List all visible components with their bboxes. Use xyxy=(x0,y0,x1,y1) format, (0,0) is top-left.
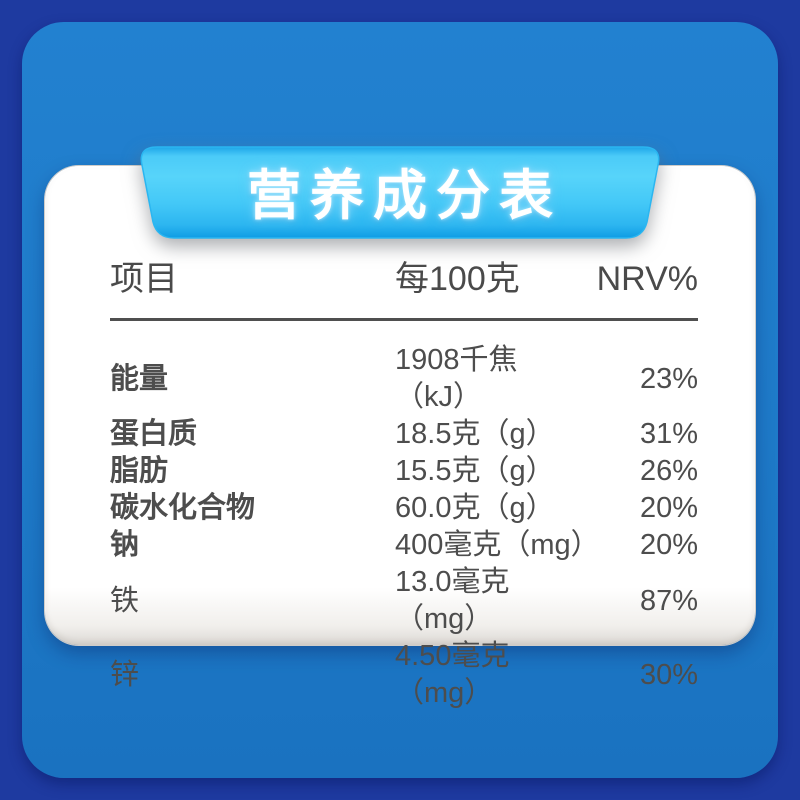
table-rows: 能量 1908千焦（kJ） 23% 蛋白质 18.5克（g） 31% 脂肪 15… xyxy=(110,321,698,712)
row-label: 锌 xyxy=(110,658,140,691)
table-header: 项目 每100克 NRV% xyxy=(110,252,698,306)
row-label: 蛋白质 xyxy=(110,418,198,450)
row-value: 400毫克（mg） xyxy=(395,529,600,561)
row-label: 钠 xyxy=(110,529,140,561)
row-label: 碳水化合物 xyxy=(110,492,256,524)
row-nrv: 23% xyxy=(639,362,698,395)
row-nrv: 20% xyxy=(639,492,698,524)
row-value: 1908千焦（kJ） xyxy=(395,344,518,413)
ribbon-shape-icon xyxy=(140,146,660,239)
table-row: 脂肪 15.5克（g） 26% xyxy=(110,453,698,490)
row-value: 4.50毫克（mg） xyxy=(395,640,510,709)
row-nrv: 30% xyxy=(639,658,698,691)
row-nrv: 31% xyxy=(639,418,698,450)
row-value: 15.5克（g） xyxy=(395,455,555,487)
table-row: 能量 1908千焦（kJ） 23% xyxy=(110,342,698,416)
table-row: 蛋白质 18.5克（g） 31% xyxy=(110,416,698,453)
row-label: 能量 xyxy=(110,362,169,395)
row-value: 13.0毫克（mg） xyxy=(395,566,510,635)
nutrition-card xyxy=(45,166,755,645)
row-nrv: 20% xyxy=(639,529,698,561)
row-label: 铁 xyxy=(110,584,140,617)
row-nrv: 26% xyxy=(639,455,698,487)
nutrition-table: 项目 每100克 NRV% 能量 1908千焦（kJ） 23% 蛋白质 18.5… xyxy=(110,252,698,712)
row-label: 脂肪 xyxy=(110,455,169,487)
title-ribbon: 营养成分表 xyxy=(137,146,663,239)
header-nrv: NRV% xyxy=(596,260,698,298)
header-per100g: 每100克 xyxy=(395,260,520,298)
row-nrv: 87% xyxy=(639,584,698,617)
table-row: 锌 4.50毫克（mg） 30% xyxy=(110,638,698,712)
header-divider xyxy=(110,318,698,321)
table-row: 钠 400毫克（mg） 20% xyxy=(110,527,698,564)
banner-title: 营养成分表 xyxy=(247,166,562,226)
row-value: 18.5克（g） xyxy=(395,418,555,450)
header-item: 项目 xyxy=(110,260,178,298)
table-row: 碳水化合物 60.0克（g） 20% xyxy=(110,490,698,527)
table-row: 铁 13.0毫克（mg） 87% xyxy=(110,564,698,638)
row-value: 60.0克（g） xyxy=(395,492,555,524)
